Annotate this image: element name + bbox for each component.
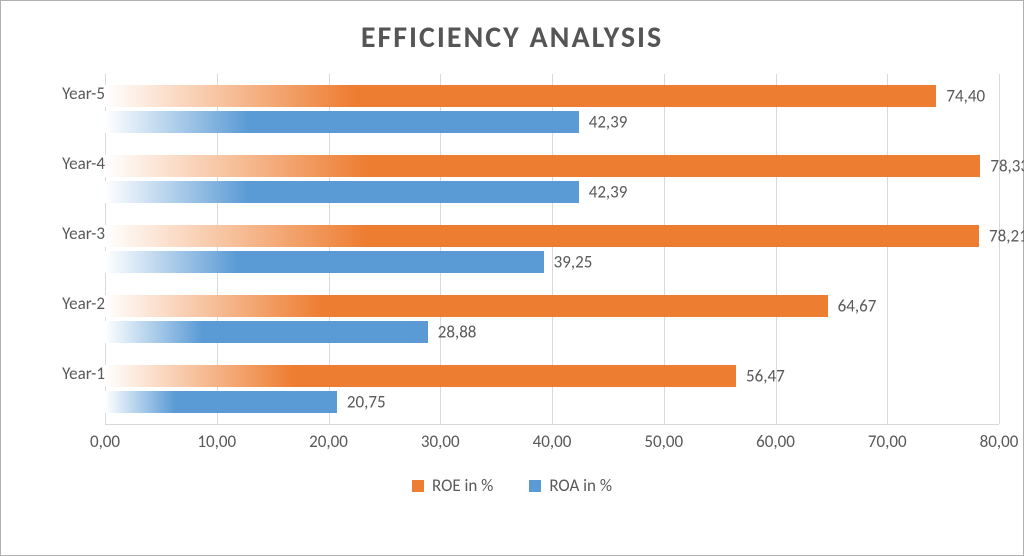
gridline: [999, 74, 1000, 424]
chart-frame: EFFICIENCY ANALYSIS Year-156,4720,75Year…: [0, 0, 1024, 556]
bar-value-label: 39,25: [544, 252, 593, 273]
roa-bar: 42,39: [105, 111, 579, 133]
legend-swatch: [529, 480, 541, 492]
category-row: Year-264,6728,88: [105, 293, 999, 345]
bar-value-label: 78,33: [980, 156, 1024, 177]
roe-bar: 56,47: [105, 365, 736, 387]
x-tick-label: 60,00: [756, 431, 795, 452]
bar-pair: 74,40 42,39: [105, 83, 999, 135]
roe-bar: 78,21: [105, 225, 979, 247]
plot-container: Year-156,4720,75Year-264,6728,88Year-378…: [25, 74, 999, 425]
legend-swatch: [412, 480, 424, 492]
roa-bar: 42,39: [105, 181, 579, 203]
bar-pair: 78,33 42,39: [105, 153, 999, 205]
bar-value-label: 20,75: [337, 392, 386, 413]
bar-value-label: 64,67: [828, 296, 877, 317]
category-row: Year-378,2139,25: [105, 223, 999, 275]
bar-value-label: 56,47: [736, 366, 785, 387]
bar-value-label: 78,21: [979, 226, 1024, 247]
roa-bar: 39,25: [105, 251, 544, 273]
category-label: Year-5: [25, 83, 115, 104]
legend-label: ROA in %: [549, 475, 612, 496]
x-tick-label: 80,00: [980, 431, 1019, 452]
roe-bar: 74,40: [105, 85, 936, 107]
bar-pair: 56,47 20,75: [105, 363, 999, 415]
bar-value-label: 42,39: [579, 182, 628, 203]
category-label: Year-3: [25, 223, 115, 244]
legend-item: ROA in %: [529, 475, 612, 496]
x-axis: 0,0010,0020,0030,0040,0050,0060,0070,008…: [105, 425, 999, 457]
roa-bar: 28,88: [105, 321, 428, 343]
legend: ROE in % ROA in %: [25, 475, 999, 496]
x-tick-label: 0,00: [90, 431, 120, 452]
x-tick-label: 40,00: [533, 431, 572, 452]
roa-bar: 20,75: [105, 391, 337, 413]
roe-bar: 78,33: [105, 155, 980, 177]
bar-value-label: 28,88: [428, 322, 477, 343]
bar-pair: 78,21 39,25: [105, 223, 999, 275]
x-axis-container: 0,0010,0020,0030,0040,0050,0060,0070,008…: [25, 425, 999, 457]
bar-rows: Year-156,4720,75Year-264,6728,88Year-378…: [105, 74, 999, 424]
bar-value-label: 74,40: [936, 86, 985, 107]
category-label: Year-4: [25, 153, 115, 174]
bar-value-label: 42,39: [579, 112, 628, 133]
category-row: Year-156,4720,75: [105, 363, 999, 415]
chart-title: EFFICIENCY ANALYSIS: [25, 19, 999, 56]
x-tick-label: 30,00: [421, 431, 460, 452]
legend-item: ROE in %: [412, 475, 493, 496]
x-tick-label: 10,00: [197, 431, 236, 452]
category-label: Year-2: [25, 293, 115, 314]
x-tick-label: 70,00: [868, 431, 907, 452]
category-row: Year-478,3342,39: [105, 153, 999, 205]
bar-pair: 64,67 28,88: [105, 293, 999, 345]
category-label: Year-1: [25, 363, 115, 384]
legend-label: ROE in %: [432, 475, 493, 496]
x-tick-label: 20,00: [309, 431, 348, 452]
x-tick-label: 50,00: [644, 431, 683, 452]
roe-bar: 64,67: [105, 295, 828, 317]
plot-area: Year-156,4720,75Year-264,6728,88Year-378…: [105, 74, 999, 425]
category-row: Year-574,4042,39: [105, 83, 999, 135]
